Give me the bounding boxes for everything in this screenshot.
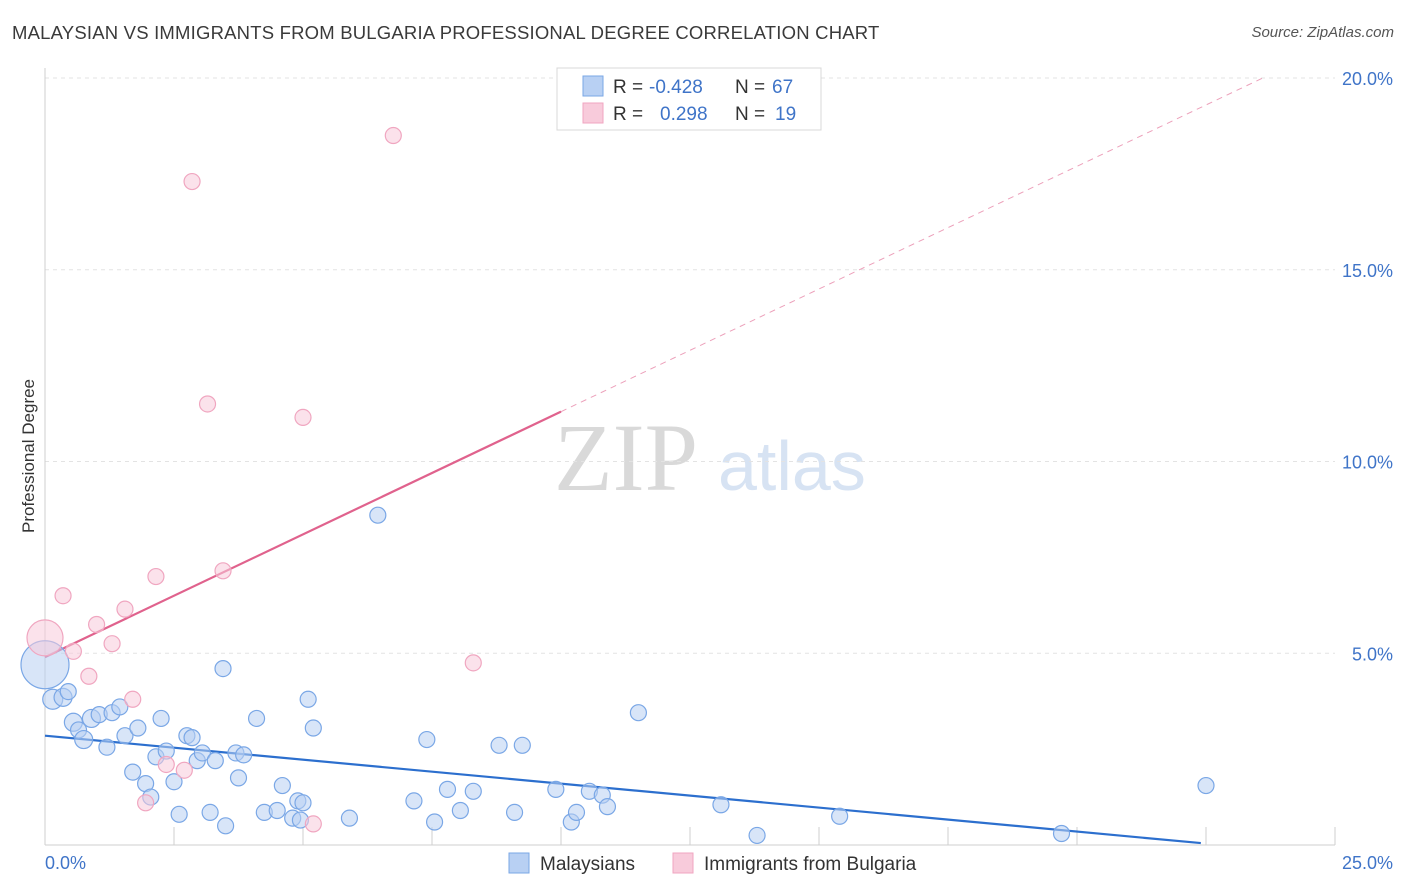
legend-swatch-malaysians xyxy=(508,852,530,874)
point-malaysians xyxy=(438,780,457,798)
y-tick-label: 5.0% xyxy=(1352,644,1393,664)
point-bulgaria xyxy=(198,395,217,413)
chart-title: MALAYSIAN VS IMMIGRANTS FROM BULGARIA PR… xyxy=(12,22,880,43)
trend-line-extension-bulgaria xyxy=(560,77,1263,413)
stats-legend-r-value-2: 0.298 xyxy=(660,104,708,125)
stats-legend-swatch-bulgaria xyxy=(582,102,604,124)
point-bulgaria xyxy=(26,619,64,657)
point-bulgaria xyxy=(147,567,165,586)
point-malaysians xyxy=(294,794,312,812)
stats-legend-r-value-1: -0.428 xyxy=(649,77,703,98)
point-malaysians xyxy=(129,719,147,737)
point-malaysians xyxy=(567,803,586,822)
point-bulgaria xyxy=(116,600,134,618)
point-malaysians xyxy=(124,763,142,781)
point-bulgaria xyxy=(137,794,155,812)
point-malaysians xyxy=(1197,776,1215,795)
point-malaysians xyxy=(170,805,188,823)
point-bulgaria xyxy=(304,815,322,833)
point-bulgaria xyxy=(64,642,82,660)
point-bulgaria xyxy=(214,562,232,580)
stats-legend-r-label-1: R = xyxy=(613,77,643,98)
point-bulgaria xyxy=(294,408,312,426)
point-malaysians xyxy=(152,709,170,728)
point-bulgaria xyxy=(87,615,106,634)
point-malaysians xyxy=(217,817,235,835)
point-malaysians xyxy=(831,807,849,825)
x-tick-label: 0.0% xyxy=(45,853,86,873)
watermark-zip: ZIP xyxy=(554,404,698,511)
point-malaysians xyxy=(59,682,77,701)
trend-line-bulgaria xyxy=(44,410,562,659)
point-bulgaria xyxy=(103,635,121,653)
point-malaysians xyxy=(74,729,94,750)
point-malaysians xyxy=(425,813,444,831)
point-malaysians xyxy=(505,803,524,822)
point-malaysians xyxy=(712,796,730,814)
point-bulgaria xyxy=(54,587,72,605)
watermark-atlas: atlas xyxy=(718,427,866,505)
point-malaysians xyxy=(165,773,183,791)
stats-legend-r-label-2: R = xyxy=(613,104,643,125)
point-malaysians xyxy=(206,752,224,770)
tick-labels: 5.0% 10.0% 15.0% 20.0% 0.0% 25.0% xyxy=(45,69,1393,873)
point-bulgaria xyxy=(124,690,142,708)
point-malaysians xyxy=(183,729,201,747)
point-bulgaria xyxy=(175,761,193,779)
stats-legend-n-value-1: 67 xyxy=(772,77,793,98)
point-bulgaria xyxy=(183,172,201,191)
point-malaysians xyxy=(629,704,648,722)
point-malaysians xyxy=(268,801,286,820)
axes xyxy=(44,68,1336,846)
point-malaysians xyxy=(547,780,565,798)
point-malaysians xyxy=(229,769,248,787)
point-malaysians xyxy=(116,727,134,745)
point-malaysians xyxy=(111,698,129,716)
data-points xyxy=(20,126,1215,845)
point-malaysians xyxy=(464,782,482,800)
grid-lines xyxy=(45,77,1335,654)
point-bulgaria xyxy=(384,126,402,145)
legend-swatch-bulgaria xyxy=(672,852,694,874)
point-malaysians xyxy=(1052,824,1071,843)
stats-legend: R = -0.428 N = 67 R = 0.298 N = 19 xyxy=(556,67,822,131)
point-malaysians xyxy=(235,746,253,764)
y-tick-label: 15.0% xyxy=(1342,261,1393,281)
point-malaysians xyxy=(193,744,211,762)
point-malaysians xyxy=(214,659,232,678)
point-malaysians xyxy=(513,736,531,754)
stats-legend-swatch-malaysians xyxy=(582,75,604,97)
chart-source: Source: ZipAtlas.com xyxy=(1251,24,1394,41)
legend-label-bulgaria: Immigrants from Bulgaria xyxy=(704,854,917,875)
point-malaysians xyxy=(340,809,359,827)
stats-legend-n-label-1: N = xyxy=(735,77,765,98)
y-axis-label: Professional Degree xyxy=(19,379,38,533)
y-tick-label: 10.0% xyxy=(1342,453,1393,473)
point-malaysians xyxy=(299,690,317,708)
stats-legend-n-label-2: N = xyxy=(735,104,765,125)
point-bulgaria xyxy=(464,654,482,672)
stats-legend-n-value-2: 19 xyxy=(775,104,796,125)
x-tick-label: 25.0% xyxy=(1342,853,1393,873)
point-malaysians xyxy=(598,798,617,816)
point-bulgaria xyxy=(80,667,98,685)
point-malaysians xyxy=(490,736,508,754)
point-malaysians xyxy=(369,506,387,524)
legend-label-malaysians: Malaysians xyxy=(540,854,635,875)
point-malaysians xyxy=(304,719,322,737)
point-malaysians xyxy=(98,738,116,756)
point-malaysians xyxy=(247,709,266,728)
point-malaysians xyxy=(748,826,766,845)
y-tick-label: 20.0% xyxy=(1342,69,1393,89)
point-malaysians xyxy=(273,776,291,795)
point-malaysians xyxy=(201,803,219,822)
point-bulgaria xyxy=(157,755,175,774)
point-malaysians xyxy=(405,792,423,810)
point-malaysians xyxy=(451,801,469,820)
series-legend: Malaysians Immigrants from Bulgaria xyxy=(508,852,917,875)
point-malaysians xyxy=(418,730,436,749)
